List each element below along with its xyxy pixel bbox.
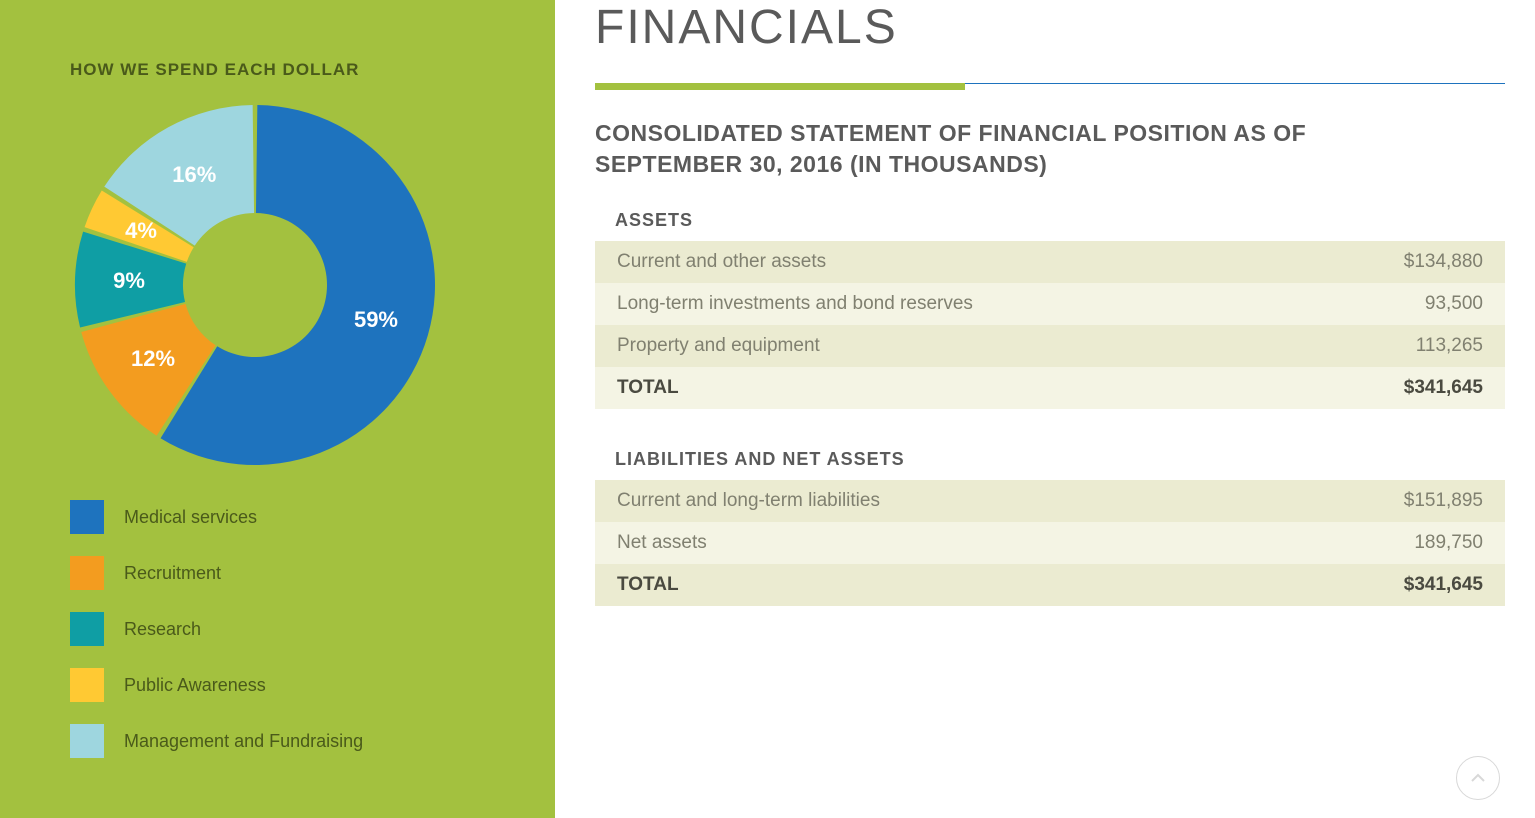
legend-item: Management and Fundraising (70, 724, 495, 758)
chart-title: HOW WE SPEND EACH DOLLAR (70, 60, 495, 80)
legend-swatch (70, 556, 104, 590)
row-label: Net assets (617, 532, 707, 554)
row-value: $151,895 (1404, 490, 1483, 512)
donut-chart: 59%12%9%4%16% (70, 100, 440, 470)
section-title: ASSETS (615, 210, 1505, 231)
underline-rest (965, 83, 1505, 84)
legend-swatch (70, 612, 104, 646)
row-label: Long-term investments and bond reserves (617, 293, 973, 315)
financial-table: Current and long-term liabilities $151,89… (595, 480, 1505, 606)
legend-label: Public Awareness (124, 675, 266, 696)
legend-item: Recruitment (70, 556, 495, 590)
financial-section: LIABILITIES AND NET ASSETS Current and lo… (595, 449, 1505, 606)
table-row-total: TOTAL $341,645 (595, 367, 1505, 409)
legend-label: Medical services (124, 507, 257, 528)
row-value: $134,880 (1404, 251, 1483, 273)
statement-subtitle: CONSOLIDATED STATEMENT OF FINANCIAL POSI… (595, 118, 1415, 180)
legend-item: Research (70, 612, 495, 646)
financial-section: ASSETS Current and other assets $134,880 Lo… (595, 210, 1505, 409)
row-value: 113,265 (1416, 335, 1483, 357)
legend-item: Public Awareness (70, 668, 495, 702)
page-title: FINANCIALS (595, 0, 1505, 55)
scroll-top-button[interactable] (1456, 756, 1500, 800)
table-row: Property and equipment 113,265 (595, 325, 1505, 367)
legend-label: Research (124, 619, 201, 640)
legend-label: Recruitment (124, 563, 221, 584)
row-label: Current and long-term liabilities (617, 490, 880, 512)
legend-swatch (70, 724, 104, 758)
row-value: 93,500 (1425, 293, 1483, 315)
row-label: TOTAL (617, 377, 679, 399)
row-label: Property and equipment (617, 335, 820, 357)
table-row: Long-term investments and bond reserves 9… (595, 283, 1505, 325)
table-row-total: TOTAL $341,645 (595, 564, 1505, 606)
financials-panel: FINANCIALS CONSOLIDATED STATEMENT OF FIN… (555, 0, 1535, 818)
title-underline (595, 83, 1505, 90)
row-label: TOTAL (617, 574, 679, 596)
row-value: $341,645 (1404, 377, 1483, 399)
legend-swatch (70, 500, 104, 534)
legend-label: Management and Fundraising (124, 731, 363, 752)
table-row: Net assets 189,750 (595, 522, 1505, 564)
legend-swatch (70, 668, 104, 702)
row-value: $341,645 (1404, 574, 1483, 596)
section-title: LIABILITIES AND NET ASSETS (615, 449, 1505, 470)
underline-accent (595, 83, 965, 90)
row-label: Current and other assets (617, 251, 826, 273)
table-row: Current and long-term liabilities $151,89… (595, 480, 1505, 522)
table-row: Current and other assets $134,880 (595, 241, 1505, 283)
row-value: 189,750 (1414, 532, 1483, 554)
chevron-up-icon (1469, 769, 1487, 787)
legend-item: Medical services (70, 500, 495, 534)
spending-panel: HOW WE SPEND EACH DOLLAR 59%12%9%4%16% M… (0, 0, 555, 818)
financial-table: Current and other assets $134,880 Long-ter… (595, 241, 1505, 409)
chart-legend: Medical services Recruitment Research Publi… (70, 500, 495, 758)
